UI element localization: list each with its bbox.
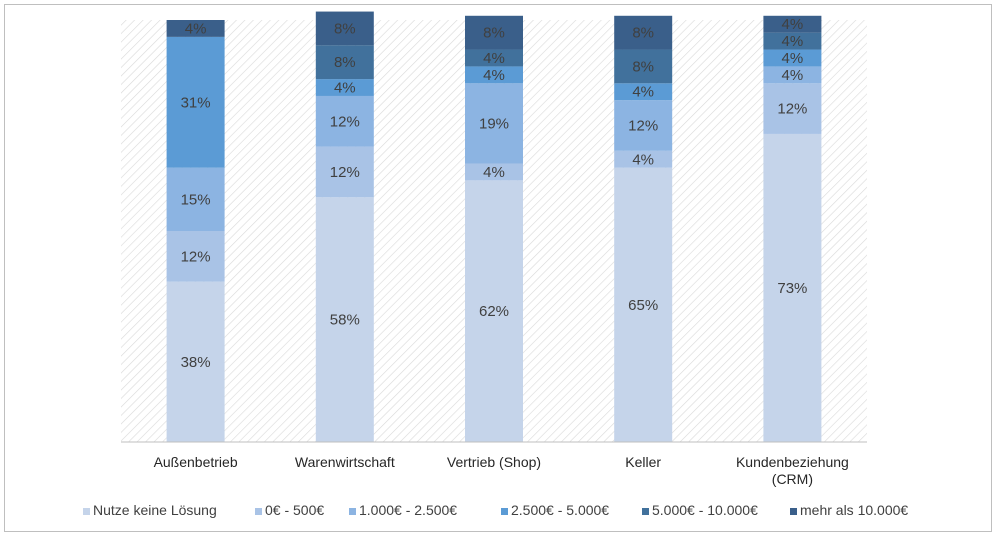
bar-segment	[614, 167, 673, 442]
data-label: 4%	[185, 20, 207, 37]
data-label: 58%	[330, 312, 360, 329]
data-label: 38%	[181, 354, 211, 371]
legend-label: 5.000€ - 10.000€	[652, 502, 758, 518]
bar-stacks: 38%12%15%31%4%58%12%12%4%8%8%62%4%19%4%4…	[166, 11, 822, 443]
data-label: 15%	[181, 191, 211, 208]
bar-segment	[763, 83, 822, 134]
bar-segment	[315, 146, 374, 198]
bar-segment	[614, 100, 673, 151]
bar-segment	[315, 197, 374, 442]
bar-segment	[315, 45, 374, 80]
data-label: 8%	[632, 58, 654, 75]
data-label: 4%	[483, 164, 505, 181]
bar-segment	[315, 95, 374, 147]
bar-segment	[465, 83, 523, 164]
data-label: 4%	[483, 50, 505, 67]
legend-swatch	[83, 508, 90, 515]
data-label: 4%	[782, 33, 804, 50]
bar-segment	[465, 180, 523, 443]
data-label: 12%	[330, 113, 360, 130]
bar-segment	[166, 167, 225, 231]
chart-frame: 38% 12% 15% 31% 4% 58% 12% 12% 4% 8% 8% 62% 4% 19% 4% 4…	[4, 4, 992, 532]
data-label: 4%	[483, 67, 505, 84]
data-label: 8%	[334, 54, 356, 71]
bar-segment	[465, 163, 523, 181]
legend-swatch	[255, 508, 262, 515]
bar-segment	[763, 133, 822, 442]
bar-segment	[614, 49, 673, 84]
data-label: 65%	[628, 297, 658, 314]
data-label: 4%	[632, 151, 654, 168]
data-label: 8%	[483, 25, 505, 42]
x-tick-label: (CRM)	[772, 471, 813, 487]
bar-segment	[465, 49, 523, 67]
legend-label: 1.000€ - 2.500€	[359, 502, 457, 518]
data-label: 73%	[777, 280, 807, 297]
data-label: 4%	[782, 50, 804, 67]
data-label: 31%	[181, 94, 211, 111]
bar-segment	[315, 79, 374, 96]
x-tick-label: Kundenbeziehung	[736, 454, 849, 470]
legend-label: mehr als 10.000€	[800, 502, 908, 518]
legend-label: Nutze keine Lösung	[93, 502, 217, 518]
data-label: 4%	[782, 16, 804, 33]
legend-label: 0€ - 500€	[265, 502, 324, 518]
bar-segment	[465, 15, 523, 50]
data-label: 8%	[632, 25, 654, 42]
legend-swatch	[642, 508, 649, 515]
bar-segment	[166, 281, 225, 442]
data-label: 12%	[628, 118, 658, 135]
data-label: 19%	[479, 115, 509, 132]
bar-segment	[166, 36, 225, 168]
legend-swatch	[501, 508, 508, 515]
bar-segment	[614, 83, 673, 101]
data-label: 62%	[479, 303, 509, 320]
bar-segment	[315, 11, 374, 46]
bar-segment	[763, 15, 822, 33]
bar-segment	[763, 66, 822, 84]
data-label: 4%	[632, 84, 654, 101]
legend-swatch	[790, 508, 797, 515]
bar-segment	[614, 150, 673, 168]
data-label: 8%	[334, 20, 356, 37]
data-label: 12%	[181, 248, 211, 265]
x-axis-labels: Außenbetrieb Warenwirtschaft Vertrieb (Sho…	[154, 454, 849, 487]
x-tick-label: Vertrieb (Shop)	[447, 454, 541, 470]
data-label: 12%	[777, 101, 807, 118]
legend-label: 2.500€ - 5.000€	[511, 502, 609, 518]
legend: Nutze keine Lösung 0€ - 500€ 1.000€ - 2.50…	[83, 502, 908, 518]
x-tick-label: Außenbetrieb	[154, 454, 238, 470]
x-tick-label: Warenwirtschaft	[295, 454, 395, 470]
bar-segment	[166, 20, 225, 37]
data-label: 4%	[782, 67, 804, 84]
bar-segment	[763, 32, 822, 50]
legend-swatch	[349, 508, 356, 515]
bar-segment	[465, 66, 523, 84]
data-label: 4%	[334, 80, 356, 97]
bar-segment	[166, 231, 225, 282]
bar-segment	[614, 15, 673, 50]
x-tick-label: Keller	[625, 454, 661, 470]
bar-segment	[763, 49, 822, 67]
stacked-bar-chart: 38%12%15%31%4%58%12%12%4%8%8%62%4%19%4%4…	[83, 11, 908, 518]
data-label: 12%	[330, 164, 360, 181]
